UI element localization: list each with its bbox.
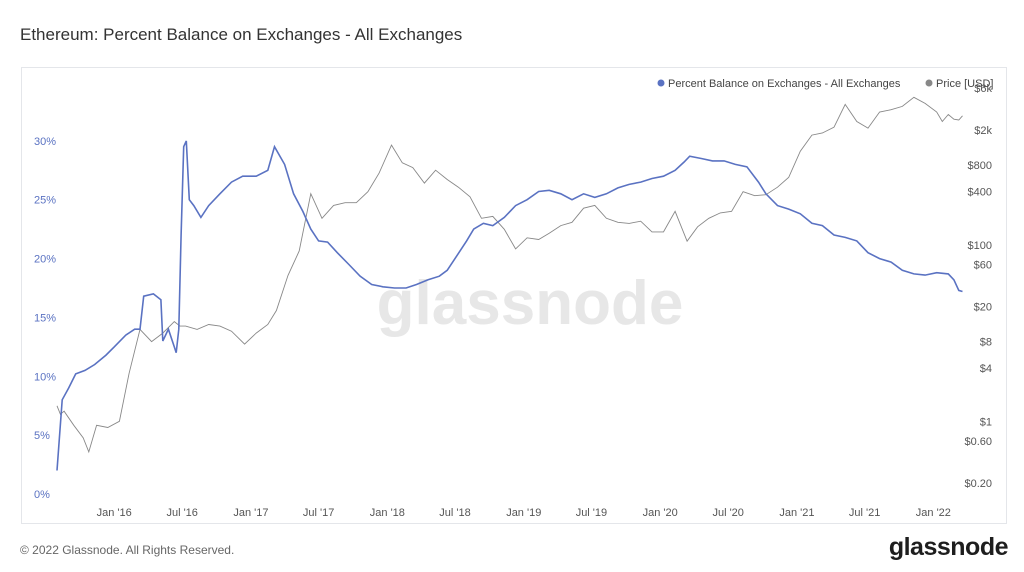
- left-tick-label: 25%: [34, 195, 56, 207]
- right-tick-label: $0.20: [964, 478, 992, 490]
- right-tick-label: $1: [980, 416, 992, 428]
- left-tick-label: 30%: [34, 136, 56, 148]
- x-tick-label: Jan '18: [370, 507, 405, 519]
- right-tick-label: $2k: [974, 125, 992, 137]
- x-tick-label: Jul '16: [166, 507, 197, 519]
- x-tick-label: Jul '19: [576, 507, 607, 519]
- x-tick-label: Jul '21: [849, 507, 880, 519]
- right-tick-label: $0.60: [964, 436, 992, 448]
- left-tick-label: 5%: [34, 430, 50, 442]
- right-tick-label: $6k: [974, 83, 992, 95]
- right-tick-label: $800: [968, 160, 992, 172]
- x-tick-label: Jul '17: [303, 507, 334, 519]
- x-tick-label: Jan '16: [97, 507, 132, 519]
- x-tick-label: Jul '20: [712, 507, 743, 519]
- right-tick-label: $20: [974, 301, 992, 313]
- legend-item-balance[interactable]: Percent Balance on Exchanges - All Excha…: [657, 78, 901, 90]
- series-line-balance: [56, 140, 963, 471]
- right-tick-label: $4: [980, 363, 992, 375]
- left-tick-label: 0%: [34, 489, 50, 501]
- chart-title: Ethereum: Percent Balance on Exchanges -…: [20, 25, 463, 44]
- right-tick-label: $100: [968, 240, 992, 252]
- watermark: glassnode: [377, 269, 684, 338]
- left-tick-label: 10%: [34, 371, 56, 383]
- x-tick-label: Jan '20: [643, 507, 678, 519]
- left-axis: 0% 5% 10% 15% 20% 25% 30%: [34, 136, 56, 501]
- left-tick-label: 15%: [34, 312, 56, 324]
- x-tick-label: Jan '22: [916, 507, 951, 519]
- legend-dot-balance: [657, 79, 665, 87]
- right-tick-label: $8: [980, 337, 992, 349]
- chart-svg: glassnode 0% 5% 10% 15% 20% 25% 30% $0.20 $0.60…: [34, 78, 994, 519]
- x-tick-label: Jul '18: [439, 507, 470, 519]
- x-tick-label: Jan '19: [506, 507, 541, 519]
- left-tick-label: 20%: [34, 254, 56, 266]
- legend-label-price: Price [USD]: [936, 78, 993, 90]
- legend-dot-price: [925, 79, 933, 87]
- right-axis: $0.20 $0.60 $1 $4 $8 $20 $60 $100 $400 $800 $2k $6k: [964, 83, 992, 490]
- series-line-price: [56, 96, 963, 454]
- x-axis: Jan '16 Jul '16 Jan '17 Jul '17 Jan '18 Jul '…: [97, 507, 951, 519]
- copyright-text: © 2022 Glassnode. All Rights Reserved.: [20, 543, 235, 557]
- x-tick-label: Jan '17: [233, 507, 268, 519]
- x-tick-label: Jan '21: [779, 507, 814, 519]
- legend: Percent Balance on Exchanges - All Excha…: [657, 78, 994, 90]
- legend-item-price[interactable]: Price [USD]: [925, 78, 994, 90]
- legend-label-balance: Percent Balance on Exchanges - All Excha…: [668, 78, 901, 90]
- right-tick-label: $60: [974, 259, 992, 271]
- glassnode-logo[interactable]: glassnode: [888, 533, 1009, 561]
- chart-panel: glassnode 0% 5% 10% 15% 20% 25% 30% $0.20 $0.60…: [21, 67, 1007, 524]
- right-tick-label: $400: [968, 187, 992, 199]
